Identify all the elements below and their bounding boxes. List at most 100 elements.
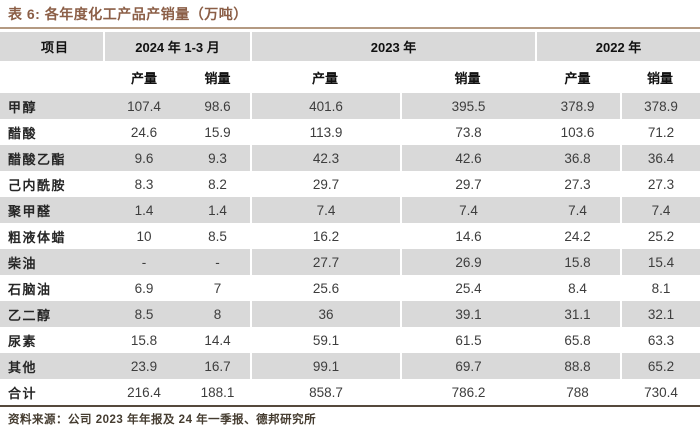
value-cell: 65.8 [564,332,591,348]
row-label: 醋酸乙酯 [0,145,103,171]
value-cell: 27.3 [620,171,700,197]
table-row: 乙二醇 8.5 8 36 39.1 31.1 32.1 [0,301,700,327]
value-cell: 858.7 [250,379,400,405]
value-cell: 8.3 [134,176,154,192]
row-label: 聚甲醛 [0,197,103,223]
value-cell: 216.4 [127,384,161,400]
value-cell: 36 [250,301,401,327]
value-cell: 395.5 [400,93,536,119]
value-cell: 788 [566,384,589,400]
value-cell: 1.4 [185,197,251,223]
value-cell: 7 [213,280,222,296]
value-cell: 103.6 [560,124,595,140]
value-cell: 39.1 [400,301,536,327]
table-row-total: 合计 216.4 188.1 858.7 786.2 788 730.4 [0,379,700,405]
value-cell: 32.1 [620,301,700,327]
value-cell: 7.4 [535,197,621,223]
value-cell: 63.3 [620,327,700,353]
subheader-sales-2024: 销量 [185,61,251,93]
value-cell: - [103,249,185,275]
value-cell: 73.8 [400,119,535,145]
value-cell: 14.6 [400,223,535,249]
row-label: 尿素 [8,333,38,349]
value-cell: 15.4 [620,249,700,275]
row-label: 其他 [0,353,103,379]
group-header-row: 项目 2024 年 1-3 月 2023 年 2022 年 [0,32,700,61]
value-cell: 401.6 [250,93,401,119]
value-cell: 24.6 [130,124,158,140]
production-sales-table: 项目 2024 年 1-3 月 2023 年 2022 年 产量 销量 产量 销… [0,32,700,407]
value-cell: 113.9 [250,119,400,145]
value-cell: 7.4 [620,197,700,223]
value-cell: 31.1 [535,301,621,327]
table-row: 甲醇 107.4 98.6 401.6 395.5 378.9 378.9 [0,93,700,119]
row-label: 石脑油 [8,281,52,297]
value-cell: 786.2 [400,379,535,405]
value-cell: 8.2 [208,176,227,192]
value-cell: 107.4 [103,93,185,119]
table-row: 聚甲醛 1.4 1.4 7.4 7.4 7.4 7.4 [0,197,700,223]
column-header-2024: 2024 年 1-3 月 [103,32,251,61]
column-header-item: 项目 [0,32,103,61]
source-note: 资料来源：公司 2023 年年报及 24 年一季报、德邦研究所 [8,414,317,426]
value-cell: 98.6 [185,93,251,119]
table-row: 柴油 - - 27.7 26.9 15.8 15.4 [0,249,700,275]
value-cell: 36.4 [620,145,700,171]
subheader-sales-2022: 销量 [620,61,700,93]
title-divider [0,27,700,29]
row-label: 己内酰胺 [8,177,67,193]
value-cell: 71.2 [620,119,700,145]
value-cell: 27.3 [564,176,591,192]
value-cell: 99.1 [250,353,401,379]
value-cell: 730.4 [620,379,700,405]
value-cell: 26.9 [400,249,536,275]
row-label: 甲醇 [0,93,103,119]
subheader-sales-2023: 销量 [400,61,536,93]
value-cell: 9.3 [185,145,251,171]
value-cell: 65.2 [620,353,700,379]
table-row: 尿素 15.8 14.4 59.1 61.5 65.8 63.3 [0,327,700,353]
value-cell: 1.4 [103,197,185,223]
value-cell: 24.2 [564,228,591,244]
value-cell: 6.9 [134,280,154,296]
row-label: 合计 [8,385,38,401]
value-cell: 188.1 [200,384,235,400]
value-cell: 10 [136,228,152,244]
row-label: 柴油 [0,249,103,275]
table-title: 表 6: 各年度化工产品产销量（万吨） [8,6,248,22]
value-cell: 8.5 [103,301,185,327]
subheader-spacer [0,61,103,93]
value-cell: 25.6 [250,275,400,301]
row-label: 乙二醇 [0,301,103,327]
value-cell: 59.1 [250,327,400,353]
value-cell: - [185,249,251,275]
value-cell: 378.9 [535,93,621,119]
value-cell: 8.4 [568,280,587,296]
sub-header-row: 产量 销量 产量 销量 产量 销量 [0,61,700,93]
value-cell: 378.9 [620,93,700,119]
value-cell: 23.9 [103,353,185,379]
value-cell: 15.8 [130,332,158,348]
value-cell: 25.2 [620,223,700,249]
table-row: 醋酸乙酯 9.6 9.3 42.3 42.6 36.8 36.4 [0,145,700,171]
value-cell: 16.7 [185,353,251,379]
value-cell: 15.8 [535,249,621,275]
value-cell: 8 [185,301,251,327]
value-cell: 7.4 [250,197,401,223]
value-cell: 61.5 [400,327,535,353]
row-label: 醋酸 [8,125,38,141]
value-cell: 8.1 [620,275,700,301]
subheader-production-2023: 产量 [250,61,401,93]
table-row: 石脑油 6.9 7 25.6 25.4 8.4 8.1 [0,275,700,301]
value-cell: 7.4 [400,197,536,223]
value-cell: 42.6 [400,145,536,171]
value-cell: 88.8 [535,353,621,379]
table-row: 其他 23.9 16.7 99.1 69.7 88.8 65.2 [0,353,700,379]
value-cell: 16.2 [250,223,400,249]
table-row: 醋酸 24.6 15.9 113.9 73.8 103.6 71.2 [0,119,700,145]
value-cell: 69.7 [400,353,536,379]
table-row: 己内酰胺 8.3 8.2 29.7 29.7 27.3 27.3 [0,171,700,197]
value-cell: 36.8 [535,145,621,171]
value-cell: 42.3 [250,145,401,171]
subheader-production-2024: 产量 [103,61,185,93]
